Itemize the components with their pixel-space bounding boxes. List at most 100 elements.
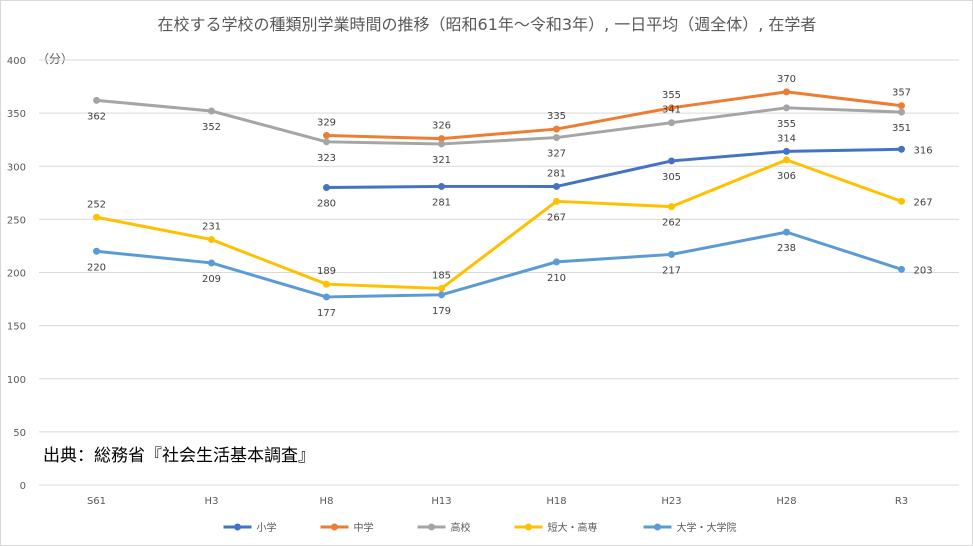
x-tick-label: S61 xyxy=(87,496,106,507)
data-label: 323 xyxy=(317,153,336,164)
legend-marker xyxy=(525,523,532,531)
x-axis-ticks: S61 H3 H8 H13 H18 H23 H28 R3 xyxy=(87,496,908,507)
data-point xyxy=(208,236,215,244)
data-label: 357 xyxy=(892,88,911,99)
data-label: 314 xyxy=(777,133,796,144)
data-point xyxy=(668,250,675,258)
data-point xyxy=(553,258,560,266)
data-point xyxy=(323,280,330,288)
data-point xyxy=(208,259,215,267)
series-line xyxy=(95,98,903,146)
y-tick-label: 250 xyxy=(7,215,26,226)
series-group xyxy=(93,88,905,301)
data-label: 351 xyxy=(892,123,911,134)
data-label: 335 xyxy=(547,111,566,122)
data-label: 306 xyxy=(777,171,796,182)
legend-marker xyxy=(234,523,241,531)
data-point xyxy=(553,125,560,133)
data-label: 185 xyxy=(432,270,451,281)
data-label: 210 xyxy=(547,273,566,284)
legend-marker xyxy=(654,523,661,531)
data-label: 280 xyxy=(317,199,336,210)
data-point xyxy=(898,145,905,153)
data-label: 355 xyxy=(662,90,681,101)
data-label: 217 xyxy=(662,265,681,276)
data-point xyxy=(553,197,560,205)
source-note: 出典：総務省『社会生活基本調査』 xyxy=(43,446,315,466)
data-label: 209 xyxy=(202,274,221,285)
y-tick-label: 400 xyxy=(7,56,26,67)
data-point xyxy=(668,203,675,211)
data-point xyxy=(553,182,560,190)
data-label: 177 xyxy=(317,308,336,319)
x-tick-label: R3 xyxy=(895,496,908,507)
data-point xyxy=(898,102,905,110)
data-label: 238 xyxy=(777,243,796,254)
data-point xyxy=(93,247,100,255)
legend: 小学 中学 高校 短大・高専 大学・大学院 xyxy=(223,521,737,534)
data-label: 370 xyxy=(777,74,796,85)
y-tick-label: 200 xyxy=(7,269,26,280)
data-point xyxy=(438,135,445,143)
y-tick-label: 350 xyxy=(7,109,26,120)
data-label: 281 xyxy=(432,197,451,208)
legend-label: 中学 xyxy=(354,521,374,534)
data-label: 267 xyxy=(547,212,566,223)
data-label: 327 xyxy=(547,149,566,160)
data-point xyxy=(323,293,330,301)
data-point xyxy=(438,291,445,299)
data-point xyxy=(898,197,905,205)
data-label: 262 xyxy=(662,218,681,229)
x-tick-label: H28 xyxy=(776,496,796,507)
legend-label: 高校 xyxy=(451,521,471,534)
y-axis-unit: （分） xyxy=(37,52,73,66)
y-tick-label: 100 xyxy=(7,375,26,386)
data-point xyxy=(93,213,100,221)
data-label: 179 xyxy=(432,306,451,317)
series-line xyxy=(95,230,903,299)
data-label: 321 xyxy=(432,155,451,166)
data-point xyxy=(783,147,790,155)
data-label: 362 xyxy=(87,111,106,122)
data-point xyxy=(438,284,445,292)
legend-marker xyxy=(331,523,338,531)
y-axis-ticks: 0 50 100 150 200 250 300 350 400 xyxy=(7,56,26,492)
data-point xyxy=(783,104,790,112)
series-line xyxy=(325,90,903,141)
data-point xyxy=(208,107,215,115)
data-point xyxy=(553,134,560,142)
data-point xyxy=(323,184,330,191)
data-label: 203 xyxy=(914,265,933,276)
chart-title: 在校する学校の種類別学業時間の推移（昭和61年～令和3年）, 一日平均（週全体）… xyxy=(158,15,817,34)
data-labels: 280 281 281 305 314 316 329 326 335 355 370 357 362 3… xyxy=(87,74,933,319)
data-point xyxy=(783,88,790,96)
data-point xyxy=(93,96,100,104)
data-point xyxy=(323,138,330,146)
data-label: 252 xyxy=(87,199,106,210)
data-label: 352 xyxy=(202,122,221,133)
data-point xyxy=(438,182,445,190)
data-label: 267 xyxy=(914,197,933,208)
data-label: 220 xyxy=(87,262,106,273)
data-point xyxy=(668,119,675,127)
data-point xyxy=(783,228,790,236)
legend-label: 大学・大学院 xyxy=(677,521,737,534)
data-label: 326 xyxy=(432,121,451,132)
data-point xyxy=(898,265,905,273)
data-label: 329 xyxy=(317,117,336,128)
x-tick-label: H18 xyxy=(546,496,566,507)
y-tick-label: 300 xyxy=(7,162,26,173)
data-label: 231 xyxy=(202,222,221,233)
data-label: 341 xyxy=(662,105,681,116)
legend-label: 短大・高専 xyxy=(548,521,598,534)
data-label: 189 xyxy=(317,266,336,277)
data-label: 281 xyxy=(547,168,566,179)
data-point xyxy=(438,140,445,148)
data-point xyxy=(898,108,905,116)
data-point xyxy=(668,104,675,112)
data-point xyxy=(783,156,790,164)
gridlines xyxy=(39,59,959,486)
series-line xyxy=(325,147,903,189)
